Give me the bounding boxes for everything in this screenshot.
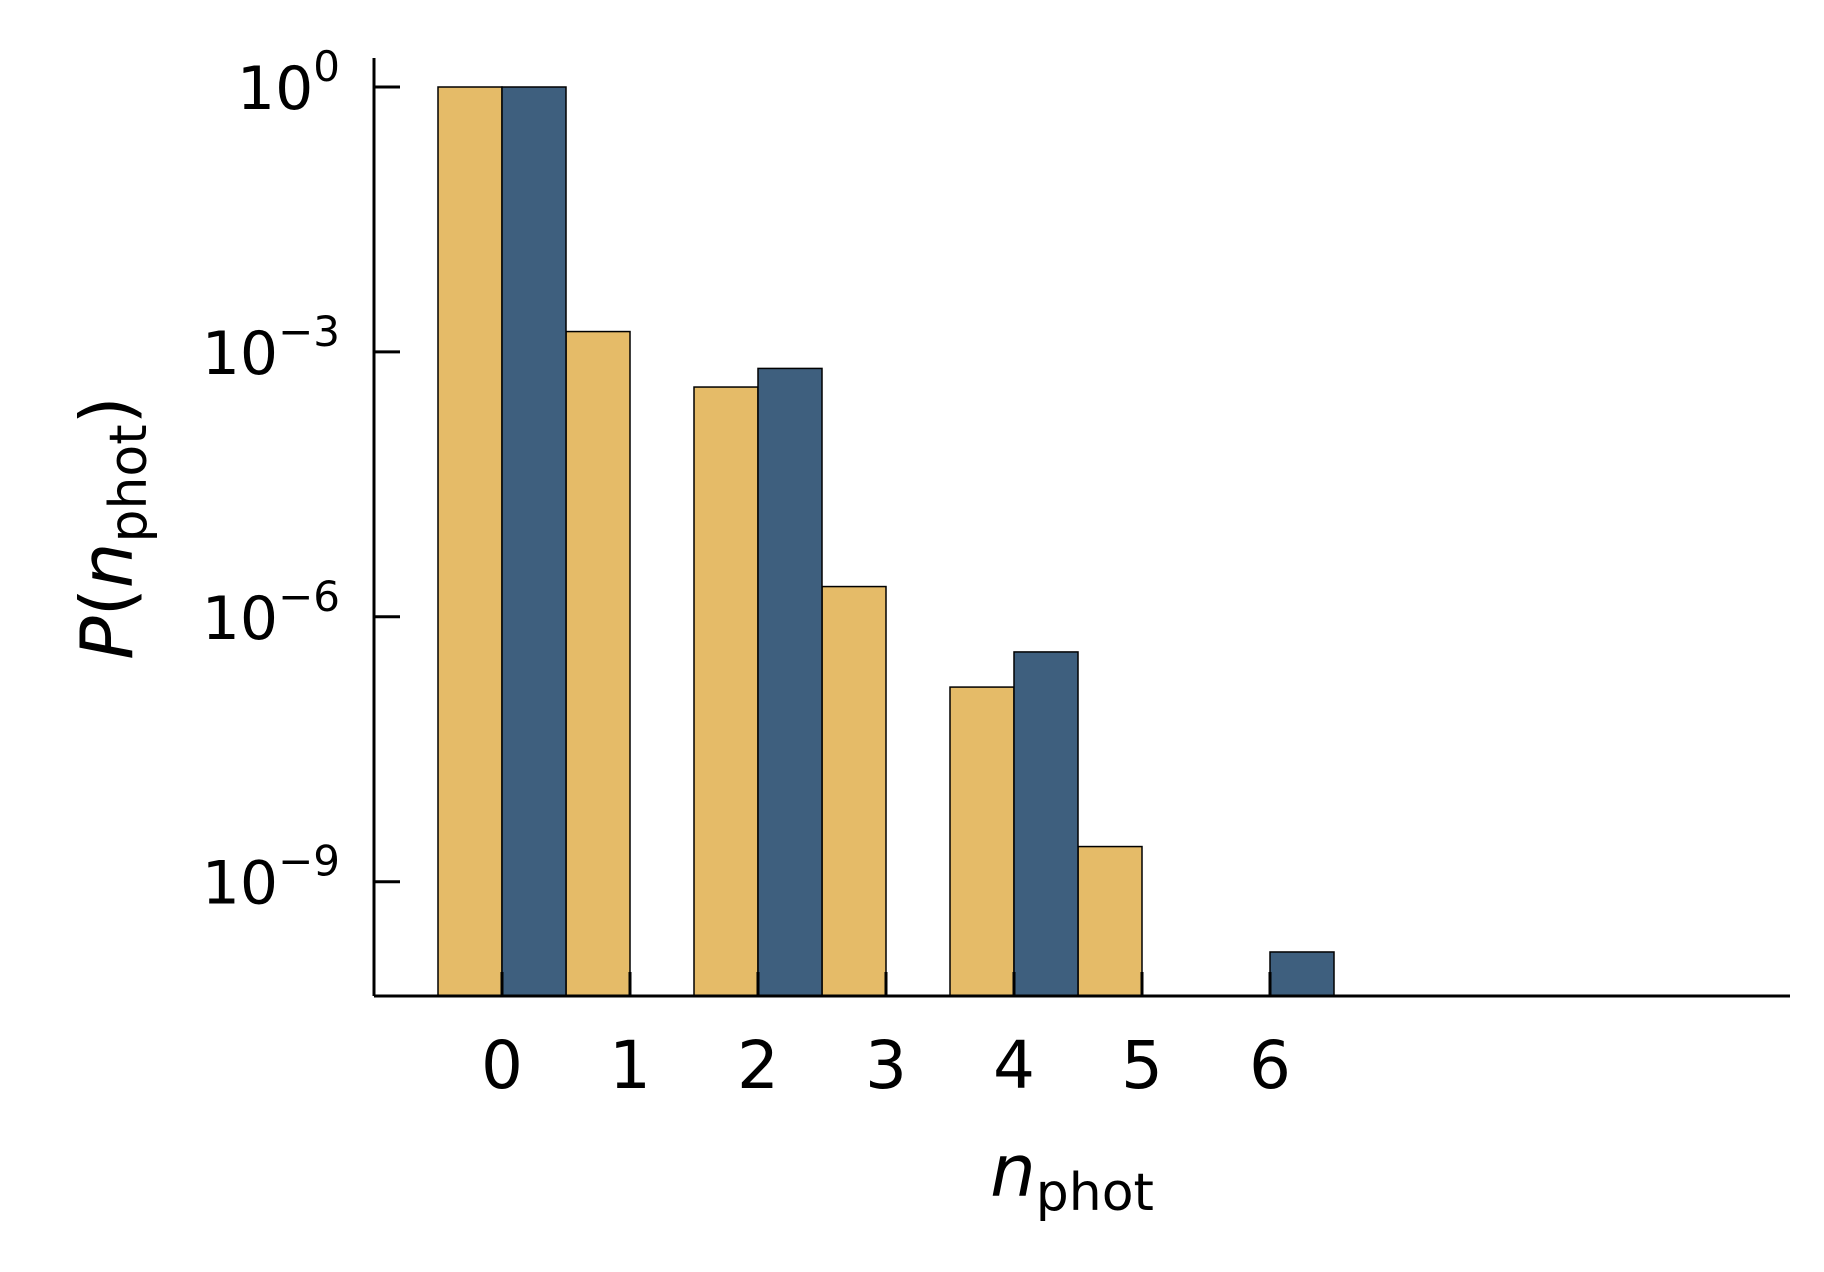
- bar-series2-x6: [1269, 951, 1335, 997]
- x-tick-label-3: 3: [865, 1027, 907, 1104]
- x-tick-label-2: 2: [737, 1027, 779, 1104]
- y-tick-label-1: 10−3: [202, 307, 340, 389]
- bar-series2-x4: [1013, 651, 1079, 997]
- bar-series2-x2: [757, 367, 823, 997]
- x-ticks-layer: 0 1 2 3 4 5 6: [481, 972, 1291, 1104]
- bar-series1-x4: [949, 686, 1015, 997]
- bar-series2-x0: [501, 86, 567, 997]
- y-ticks-layer: 100 10−3 10−6 10−9: [202, 42, 400, 919]
- axes-layer: [372, 58, 1790, 998]
- x-tick-label-0: 0: [481, 1027, 523, 1104]
- y-tick-label-0: 100: [237, 42, 340, 124]
- y-tick-label-2: 10−6: [202, 572, 340, 654]
- bars-layer: [437, 86, 1335, 997]
- bar-series1-x3: [821, 585, 887, 997]
- y-axis-label: P(nphot): [65, 396, 159, 659]
- x-tick-label-1: 1: [609, 1027, 651, 1104]
- x-tick-label-5: 5: [1121, 1027, 1163, 1104]
- x-tick-label-6: 6: [1249, 1027, 1291, 1104]
- bar-series1-x0: [437, 86, 503, 997]
- y-tick-label-3: 10−9: [202, 837, 340, 919]
- bar-series1-x1: [565, 330, 631, 997]
- bar-series1-x5: [1077, 845, 1143, 997]
- x-tick-label-4: 4: [993, 1027, 1035, 1104]
- bar-series1-x2: [693, 386, 759, 997]
- x-axis-label: nphot: [990, 1129, 1154, 1223]
- axis-labels-layer: nphot P(nphot): [65, 396, 1154, 1223]
